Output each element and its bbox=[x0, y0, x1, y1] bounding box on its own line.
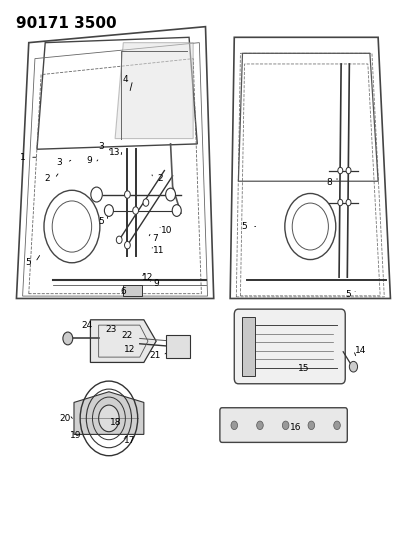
Circle shape bbox=[166, 188, 175, 201]
FancyBboxPatch shape bbox=[220, 408, 347, 442]
Circle shape bbox=[338, 199, 343, 206]
Text: 5: 5 bbox=[346, 290, 351, 298]
Circle shape bbox=[308, 421, 315, 430]
Circle shape bbox=[256, 421, 263, 430]
Text: 6: 6 bbox=[120, 287, 126, 296]
Text: 21: 21 bbox=[150, 351, 161, 360]
Text: 5: 5 bbox=[25, 258, 31, 266]
Text: 11: 11 bbox=[152, 246, 164, 255]
Circle shape bbox=[133, 207, 139, 214]
FancyBboxPatch shape bbox=[166, 335, 190, 358]
Circle shape bbox=[282, 421, 289, 430]
Text: 3: 3 bbox=[57, 158, 62, 167]
Text: 16: 16 bbox=[290, 423, 302, 432]
Circle shape bbox=[125, 191, 130, 198]
Text: 18: 18 bbox=[110, 418, 122, 426]
Text: 12: 12 bbox=[142, 273, 154, 281]
Polygon shape bbox=[90, 320, 156, 362]
Text: 9: 9 bbox=[153, 279, 159, 288]
Circle shape bbox=[63, 332, 73, 345]
Circle shape bbox=[143, 199, 149, 206]
Text: 2: 2 bbox=[157, 174, 163, 183]
Polygon shape bbox=[242, 317, 255, 376]
Text: 90171 3500: 90171 3500 bbox=[16, 16, 117, 31]
Text: 23: 23 bbox=[105, 325, 117, 334]
Text: 10: 10 bbox=[161, 226, 172, 235]
FancyBboxPatch shape bbox=[234, 309, 345, 384]
Text: 20: 20 bbox=[59, 414, 71, 423]
Text: 13: 13 bbox=[109, 148, 120, 157]
Circle shape bbox=[346, 199, 351, 206]
Circle shape bbox=[346, 167, 351, 174]
Circle shape bbox=[116, 236, 122, 244]
Circle shape bbox=[231, 421, 238, 430]
Text: 15: 15 bbox=[298, 365, 310, 373]
Circle shape bbox=[99, 405, 119, 432]
Circle shape bbox=[172, 205, 181, 216]
Text: 5: 5 bbox=[242, 222, 247, 231]
Circle shape bbox=[338, 167, 343, 174]
Text: 14: 14 bbox=[355, 346, 367, 354]
Text: 7: 7 bbox=[152, 234, 158, 243]
Text: 2: 2 bbox=[44, 174, 50, 183]
Circle shape bbox=[91, 187, 102, 202]
Polygon shape bbox=[123, 285, 142, 296]
Circle shape bbox=[104, 205, 113, 216]
Text: 9: 9 bbox=[87, 157, 92, 165]
Text: 4: 4 bbox=[122, 76, 128, 84]
Text: 22: 22 bbox=[121, 332, 132, 340]
Text: 1: 1 bbox=[20, 153, 25, 161]
Text: 19: 19 bbox=[70, 431, 82, 440]
Polygon shape bbox=[74, 392, 144, 434]
Circle shape bbox=[334, 421, 340, 430]
Text: 5: 5 bbox=[98, 217, 104, 225]
Text: 24: 24 bbox=[81, 321, 93, 329]
Polygon shape bbox=[115, 43, 193, 139]
Text: 8: 8 bbox=[327, 178, 332, 187]
Text: 12: 12 bbox=[124, 345, 135, 353]
Text: 17: 17 bbox=[124, 436, 135, 445]
Text: 3: 3 bbox=[98, 142, 104, 151]
Circle shape bbox=[125, 241, 130, 249]
Circle shape bbox=[349, 361, 358, 372]
